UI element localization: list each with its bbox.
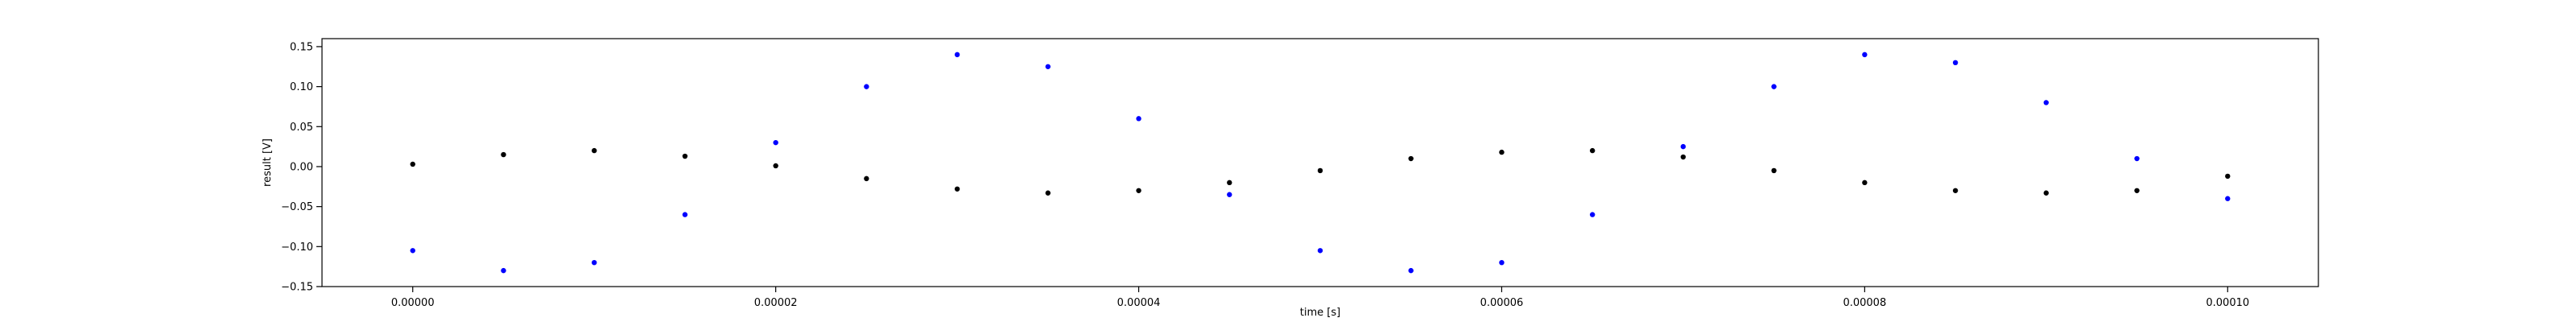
- y-tick-label: −0.15: [281, 282, 313, 294]
- data-point: [1771, 167, 1777, 174]
- data-point: [2225, 196, 2231, 201]
- data-point: [864, 175, 869, 182]
- data-point: [591, 259, 597, 266]
- series-2: [410, 147, 2231, 196]
- data-point: [2225, 173, 2231, 180]
- data-point: [2043, 190, 2050, 196]
- data-point: [682, 153, 688, 159]
- x-tick-label: 0.00006: [1480, 297, 1524, 309]
- y-tick-label: −0.05: [281, 201, 313, 213]
- data-point: [410, 248, 415, 254]
- data-point: [1317, 167, 1323, 174]
- data-point: [1136, 116, 1141, 122]
- series-1: [410, 52, 2231, 274]
- data-point: [2043, 100, 2050, 105]
- data-point: [1499, 259, 1505, 266]
- x-tick-label: 0.00002: [754, 297, 798, 309]
- data-point: [1317, 248, 1323, 254]
- y-tick-label: −0.10: [281, 242, 313, 254]
- data-point: [1045, 190, 1051, 196]
- data-point: [501, 151, 506, 158]
- data-point: [1771, 84, 1777, 89]
- data-point: [954, 52, 960, 58]
- y-tick-label: 0.15: [290, 41, 313, 53]
- x-tick-label: 0.00010: [2206, 297, 2249, 309]
- x-tick-label: 0.00000: [391, 297, 435, 309]
- data-point: [1589, 212, 1596, 217]
- data-point: [1499, 149, 1505, 155]
- data-point: [682, 212, 688, 217]
- data-point: [2134, 188, 2140, 193]
- data-point: [591, 147, 597, 154]
- data-point: [410, 161, 415, 167]
- data-layer: [410, 52, 2231, 274]
- data-point: [773, 163, 778, 169]
- x-axis-label: time [s]: [1300, 307, 1340, 319]
- data-point: [1952, 60, 1959, 66]
- data-point: [1862, 180, 1868, 186]
- ticks-layer: 0.00000 0.00002 0.00004 0.00006 0.00008 0.000…: [281, 41, 2249, 309]
- y-tick-label: 0.00: [290, 161, 313, 173]
- data-point: [864, 84, 869, 89]
- data-point: [1408, 267, 1414, 274]
- data-point: [1227, 180, 1232, 186]
- y-tick-label: 0.05: [290, 122, 313, 134]
- data-point: [773, 139, 778, 146]
- data-point: [954, 186, 960, 192]
- y-tick-label: 0.10: [290, 81, 313, 93]
- data-point: [501, 267, 506, 274]
- axes-frame: [321, 38, 2319, 287]
- data-point: [1680, 143, 1686, 150]
- data-point: [1408, 155, 1414, 162]
- data-point: [1862, 52, 1868, 58]
- x-tick-label: 0.00008: [1843, 297, 1886, 309]
- y-axis-label: result [V]: [262, 138, 274, 187]
- data-point: [1045, 64, 1051, 69]
- data-point: [1680, 154, 1686, 160]
- data-point: [1589, 147, 1596, 154]
- data-point: [1227, 192, 1232, 197]
- data-point: [2134, 155, 2140, 162]
- data-point: [1136, 188, 1141, 193]
- data-point: [1952, 188, 1959, 193]
- x-tick-label: 0.00004: [1117, 297, 1161, 309]
